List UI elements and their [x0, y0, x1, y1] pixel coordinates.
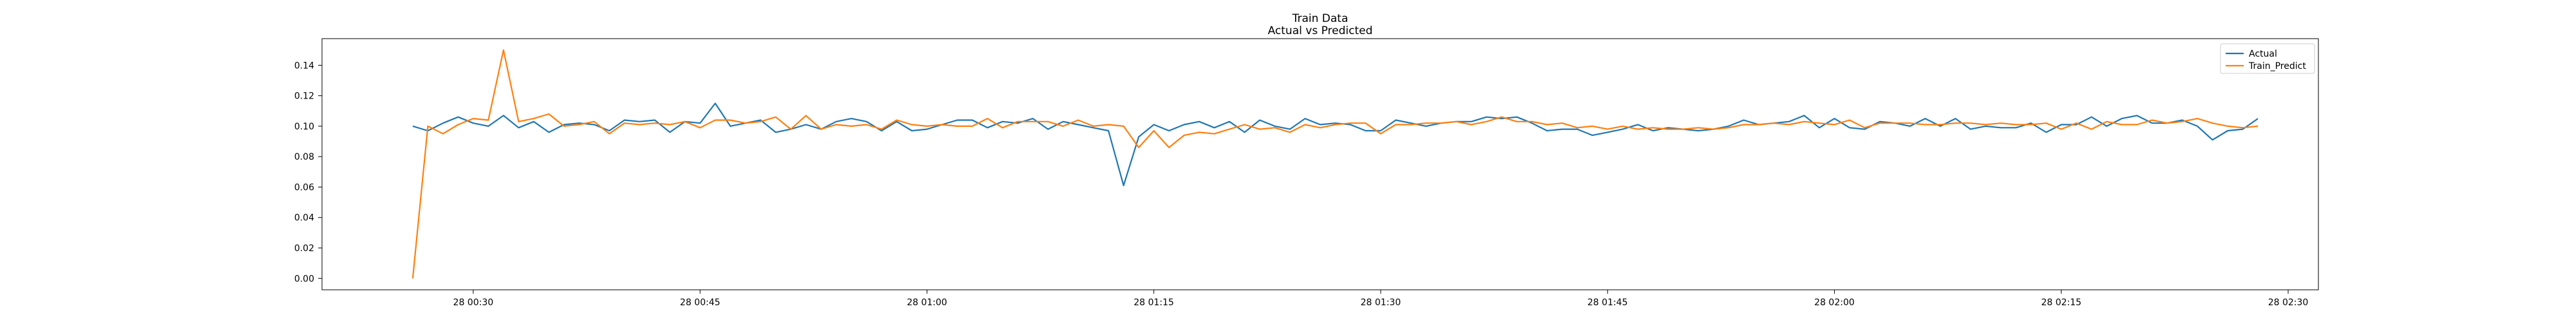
legend: Actual Train_Predict	[2220, 43, 2315, 74]
x-tick-label: 28 01:30	[1361, 298, 1401, 308]
x-tick-label: 28 00:45	[680, 298, 721, 308]
y-tick-label: 0.04	[294, 213, 314, 223]
y-tick-label: 0.06	[294, 182, 314, 193]
x-tick-label: 28 02:15	[2041, 298, 2081, 308]
series-line-train-predict	[412, 49, 2259, 279]
chart-title: Train Data	[1292, 12, 1349, 25]
x-tick-label: 28 00:30	[453, 298, 494, 308]
x-tick-label: 28 01:15	[1133, 298, 1174, 308]
y-tick-label: 0.00	[294, 274, 314, 284]
x-tick-label: 28 02:30	[2268, 298, 2309, 308]
axes-frame	[321, 38, 2319, 290]
series-line-actual	[412, 102, 2259, 187]
y-tick-label: 0.10	[294, 122, 314, 132]
legend-box	[2220, 43, 2315, 74]
y-tick-label: 0.08	[294, 152, 314, 162]
y-tick-label: 0.02	[294, 243, 314, 254]
y-tick-label: 0.12	[294, 91, 314, 102]
y-tick-label: 0.14	[294, 61, 314, 71]
x-tick-label: 28 01:45	[1587, 298, 1628, 308]
axis-ticks: 28 00:30 28 00:45 28 01:00 28 01:15 28 01:30…	[294, 61, 2309, 308]
chart-subtitle: Actual vs Predicted	[1268, 24, 1373, 37]
legend-label: Actual	[2249, 49, 2277, 59]
x-tick-label: 28 01:00	[907, 298, 947, 308]
x-tick-label: 28 02:00	[1814, 298, 1855, 308]
legend-label: Train_Predict	[2248, 61, 2306, 71]
plot-area	[412, 49, 2259, 279]
